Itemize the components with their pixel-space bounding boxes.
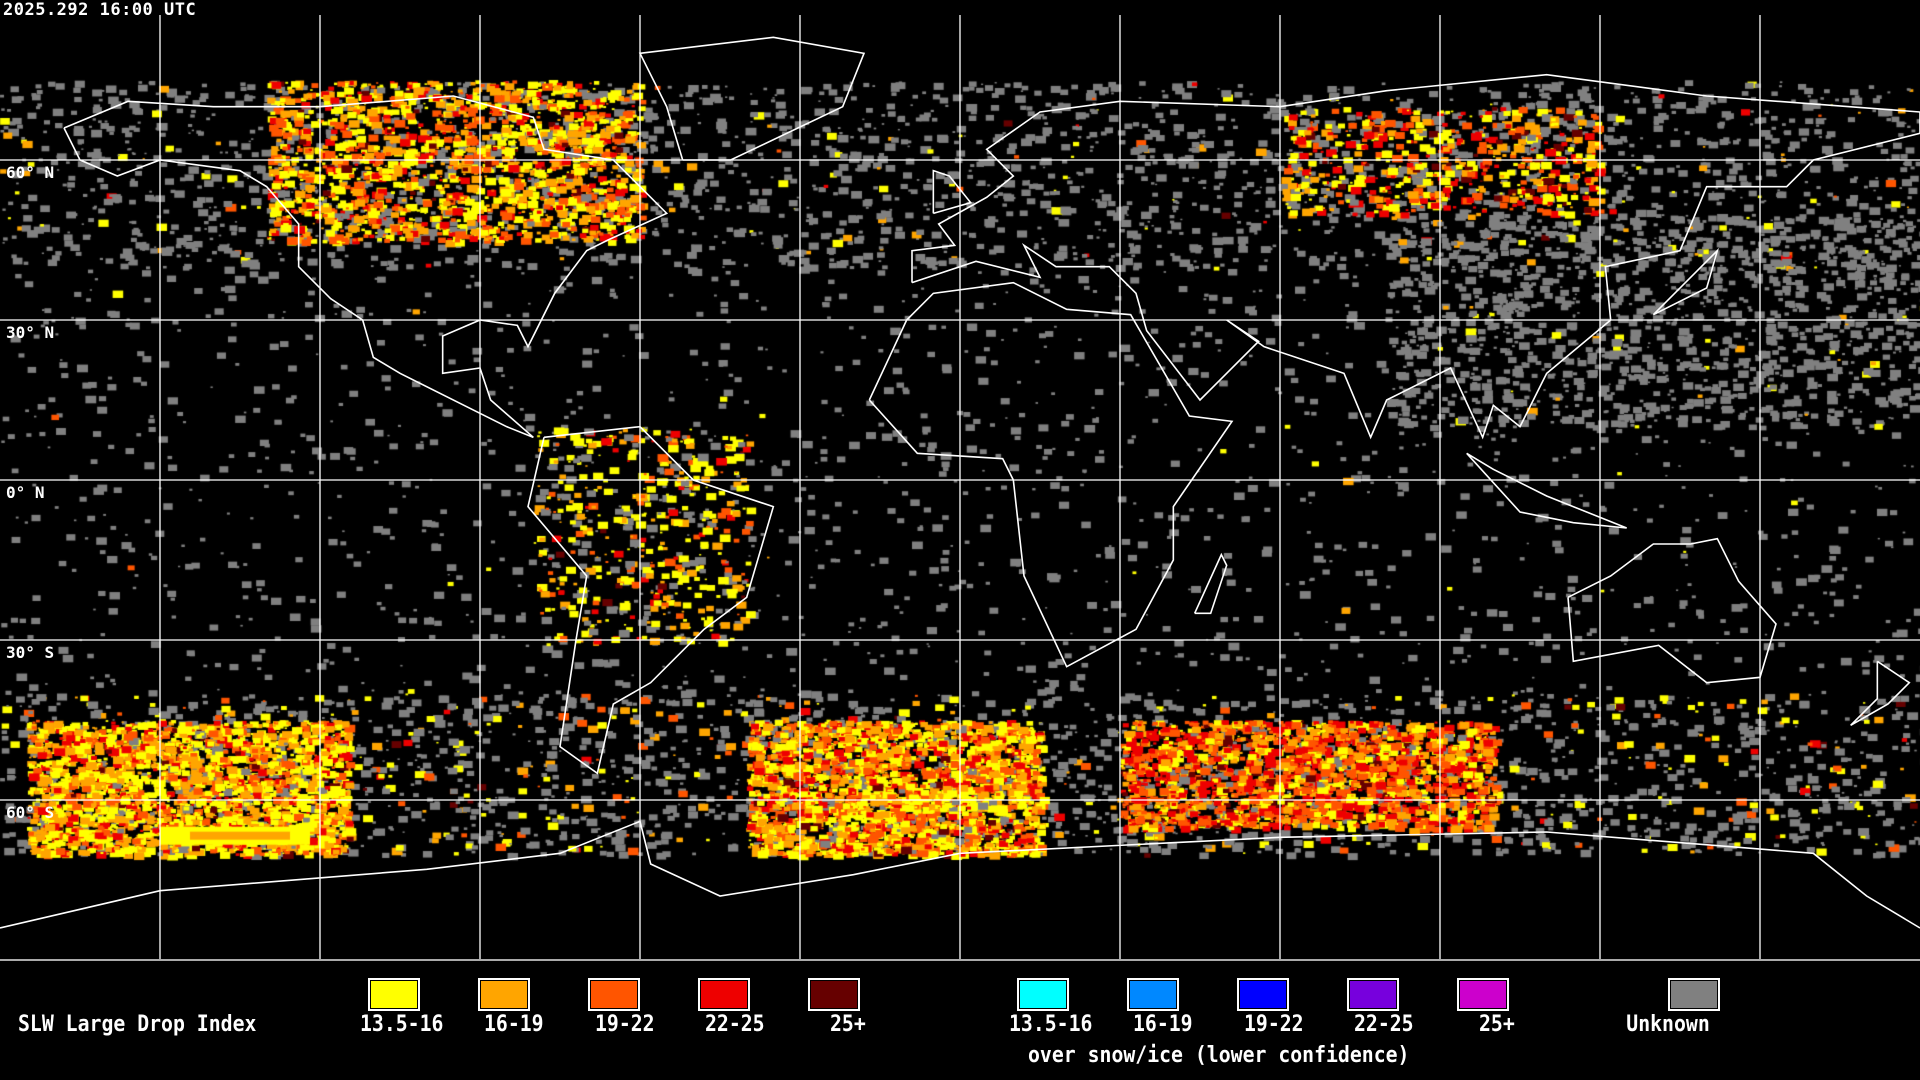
coastline-uk [932, 169, 973, 215]
legend-swatch-main-1 [478, 978, 530, 1011]
coastline-indonesia [1466, 452, 1627, 529]
legend-swatch-snow-0 [1017, 978, 1069, 1011]
legend-label-snow-3: 22-25 [1354, 1012, 1414, 1037]
coastline-australia [1567, 537, 1777, 684]
legend-swatch-snow-4 [1457, 978, 1509, 1011]
legend-label-main-4: 25+ [830, 1012, 866, 1037]
legend-swatch-snow-3 [1347, 978, 1399, 1011]
legend-label-main-0: 13.5-16 [360, 1012, 444, 1037]
legend-label-main-3: 22-25 [705, 1012, 765, 1037]
coastline-north-america [63, 95, 669, 439]
coastline-grid-overlay [0, 15, 1920, 960]
legend-snow-caption: over snow/ice (lower confidence) [1028, 1043, 1410, 1068]
coastline-eurasia [911, 73, 1920, 440]
legend-label-unknown-text: Unknown [1626, 1012, 1710, 1037]
timestamp-title: 2025.292 16:00 UTC [3, 0, 197, 20]
legend-label-main-2: 19-22 [595, 1012, 655, 1037]
legend-swatch-unknown [1668, 978, 1720, 1011]
legend-swatch-main-4 [808, 978, 860, 1011]
legend: SLW Large Drop Index 13.5-16 16-19 19-22… [0, 961, 1920, 1080]
lat-label-0n: 0° N [6, 483, 45, 502]
legend-label-snow-0: 13.5-16 [1009, 1012, 1093, 1037]
coastline-africa [868, 281, 1234, 668]
lat-label-30n: 30° N [6, 323, 55, 342]
coastline-greenland [638, 36, 866, 161]
legend-label-snow-4: 25+ [1479, 1012, 1515, 1037]
lat-label-30s: 30° S [6, 643, 55, 662]
legend-swatch-main-2 [588, 978, 640, 1011]
legend-title: SLW Large Drop Index [18, 1012, 257, 1037]
legend-swatch-main-3 [698, 978, 750, 1011]
legend-label-snow-2: 19-22 [1244, 1012, 1304, 1037]
legend-swatch-snow-1 [1127, 978, 1179, 1011]
lat-label-60n: 60° N [6, 163, 55, 182]
map-border [0, 959, 1920, 961]
slw-map [0, 0, 1920, 960]
lat-label-60s: 60° S [6, 803, 55, 822]
coastline-madagascar [1193, 552, 1228, 615]
coastline-japan [1652, 247, 1719, 316]
legend-swatch-main-0 [368, 978, 420, 1011]
legend-label-main-1: 16-19 [484, 1012, 544, 1037]
coastline-south-america [527, 425, 775, 775]
coastline-new-zealand [1850, 660, 1911, 727]
legend-swatch-snow-2 [1237, 978, 1289, 1011]
coastline-antarctica [0, 820, 1920, 929]
legend-label-snow-1: 16-19 [1133, 1012, 1193, 1037]
